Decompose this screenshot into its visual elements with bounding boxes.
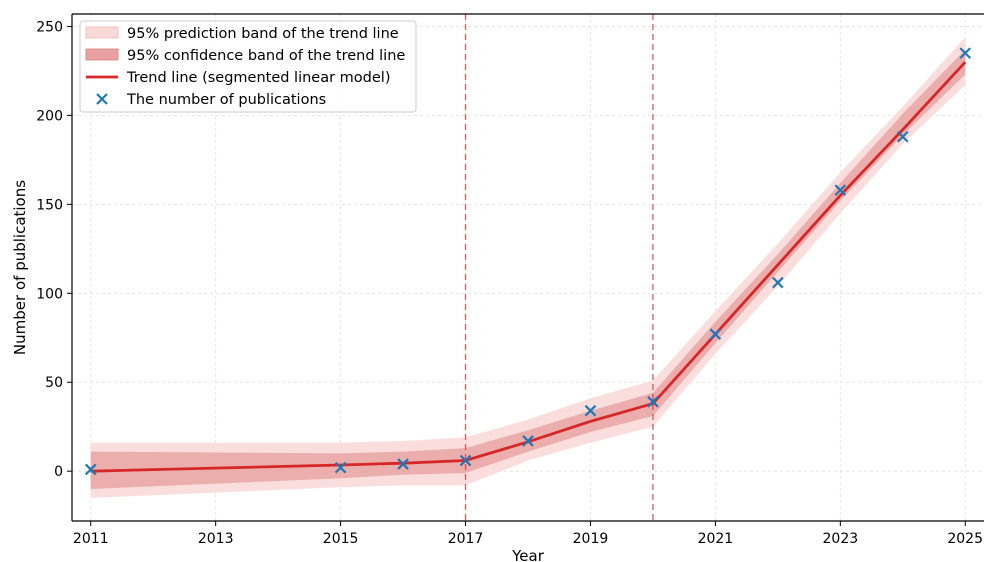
x-axis-label: Year xyxy=(511,547,545,562)
publication-point xyxy=(959,47,972,59)
x-tick-label: 2011 xyxy=(73,531,109,547)
y-tick-label: 150 xyxy=(36,197,63,213)
publication-point xyxy=(584,404,597,417)
x-tick-label: 2021 xyxy=(698,531,734,547)
x-tick-label: 2019 xyxy=(573,531,609,547)
x-tick-label: 2017 xyxy=(448,531,484,547)
y-axis-label: Number of publications xyxy=(11,180,29,355)
legend-label: The number of publications xyxy=(126,92,326,108)
publication-point xyxy=(522,435,534,447)
y-tick-label: 250 xyxy=(36,19,63,35)
publication-point xyxy=(647,396,659,408)
publication-point xyxy=(709,328,722,340)
axes xyxy=(67,13,984,526)
legend-label: 95% prediction band of the trend line xyxy=(127,26,399,42)
x-tick-label: 2015 xyxy=(323,531,359,547)
legend-label: 95% confidence band of the trend line xyxy=(127,48,405,64)
x-tick-label: 2025 xyxy=(947,531,983,547)
publication-points xyxy=(84,47,972,476)
legend-item: 95% confidence band of the trend line xyxy=(85,48,405,64)
trend-line xyxy=(90,61,967,473)
legend-swatch xyxy=(85,26,119,39)
tick-labels: 2011 2013 2015 2017 2019 2021 2023 2025 0 50 100 15… xyxy=(36,19,983,547)
publication-point xyxy=(772,276,784,289)
bands xyxy=(90,37,966,498)
publication-point xyxy=(834,184,847,196)
x-tick-label: 2013 xyxy=(198,531,234,547)
legend: 95% prediction band of the trend line 95%… xyxy=(79,20,417,113)
publication-point xyxy=(459,454,472,467)
legend-swatch xyxy=(85,48,119,61)
y-tick-label: 100 xyxy=(36,286,63,302)
legend-box xyxy=(79,20,417,113)
legend-item: Trend line (segmented linear model) xyxy=(86,70,391,86)
trend-line-layer xyxy=(90,61,967,473)
legend-item: The number of publications xyxy=(96,92,326,108)
grid xyxy=(72,14,984,521)
publication-point xyxy=(397,458,409,470)
publication-point xyxy=(334,461,347,474)
prediction-band xyxy=(90,37,966,498)
publication-point xyxy=(84,463,97,476)
y-tick-label: 200 xyxy=(36,108,63,124)
legend-label: Trend line (segmented linear model) xyxy=(126,70,391,86)
y-tick-label: 50 xyxy=(45,375,63,391)
y-tick-label: 0 xyxy=(54,464,63,480)
publication-point xyxy=(897,130,909,143)
breakpoint-lines xyxy=(464,14,654,521)
x-tick-label: 2023 xyxy=(823,531,859,547)
legend-item: 95% prediction band of the trend line xyxy=(85,26,399,42)
